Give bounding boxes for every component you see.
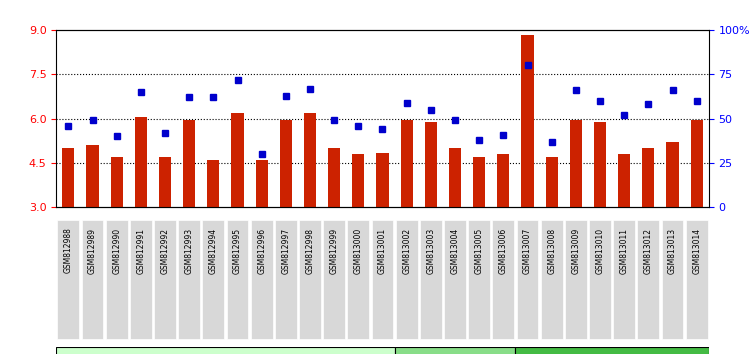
Bar <box>642 148 654 207</box>
Text: GSM812992: GSM812992 <box>160 228 170 274</box>
Text: GSM812996: GSM812996 <box>257 228 266 274</box>
Bar <box>207 160 219 207</box>
FancyBboxPatch shape <box>154 220 176 339</box>
Bar <box>545 157 558 207</box>
Bar <box>594 121 606 207</box>
Bar <box>521 34 533 207</box>
FancyBboxPatch shape <box>565 220 586 339</box>
Bar <box>376 153 388 207</box>
Bar <box>570 120 582 207</box>
FancyBboxPatch shape <box>323 220 345 339</box>
Text: GSM812995: GSM812995 <box>233 228 242 274</box>
Bar <box>135 117 147 207</box>
FancyBboxPatch shape <box>202 220 224 339</box>
Text: GSM813003: GSM813003 <box>426 228 435 274</box>
Text: GSM813006: GSM813006 <box>499 228 508 274</box>
FancyBboxPatch shape <box>56 347 394 354</box>
Bar <box>473 157 485 207</box>
FancyBboxPatch shape <box>662 220 683 339</box>
Text: GSM812988: GSM812988 <box>64 228 73 274</box>
Text: GSM813009: GSM813009 <box>572 228 580 274</box>
FancyBboxPatch shape <box>515 347 709 354</box>
FancyBboxPatch shape <box>82 220 104 339</box>
Text: GSM813005: GSM813005 <box>475 228 484 274</box>
Bar <box>62 148 74 207</box>
Bar <box>328 148 340 207</box>
Bar <box>111 157 123 207</box>
Text: GSM813008: GSM813008 <box>548 228 556 274</box>
FancyBboxPatch shape <box>541 220 562 339</box>
FancyBboxPatch shape <box>493 220 514 339</box>
FancyBboxPatch shape <box>58 220 80 339</box>
Text: GSM812997: GSM812997 <box>281 228 290 274</box>
Text: GSM813014: GSM813014 <box>692 228 701 274</box>
FancyBboxPatch shape <box>394 347 515 354</box>
Bar <box>86 145 98 207</box>
Text: GSM812990: GSM812990 <box>112 228 122 274</box>
FancyBboxPatch shape <box>638 220 659 339</box>
FancyBboxPatch shape <box>468 220 490 339</box>
FancyBboxPatch shape <box>299 220 321 339</box>
FancyBboxPatch shape <box>396 220 418 339</box>
FancyBboxPatch shape <box>178 220 200 339</box>
Text: GSM812994: GSM812994 <box>209 228 218 274</box>
FancyBboxPatch shape <box>614 220 635 339</box>
FancyBboxPatch shape <box>130 220 152 339</box>
Text: GSM812999: GSM812999 <box>330 228 339 274</box>
FancyBboxPatch shape <box>251 220 272 339</box>
Text: GSM812998: GSM812998 <box>305 228 314 274</box>
Text: GSM813001: GSM813001 <box>378 228 387 274</box>
Bar <box>449 148 461 207</box>
Text: GSM813010: GSM813010 <box>596 228 604 274</box>
Text: GSM813004: GSM813004 <box>451 228 460 274</box>
Text: GSM813002: GSM813002 <box>402 228 411 274</box>
Text: GSM813007: GSM813007 <box>523 228 532 274</box>
Bar <box>400 120 412 207</box>
Bar <box>183 120 195 207</box>
Bar <box>497 154 509 207</box>
Bar <box>667 142 679 207</box>
FancyBboxPatch shape <box>226 220 248 339</box>
Text: GSM813012: GSM813012 <box>644 228 652 274</box>
Bar <box>691 120 703 207</box>
Text: GSM813011: GSM813011 <box>620 228 628 274</box>
FancyBboxPatch shape <box>686 220 707 339</box>
Text: GSM812991: GSM812991 <box>136 228 146 274</box>
Text: GSM812989: GSM812989 <box>88 228 97 274</box>
Bar <box>304 113 316 207</box>
Bar <box>618 154 630 207</box>
Bar <box>232 113 244 207</box>
FancyBboxPatch shape <box>517 220 538 339</box>
FancyBboxPatch shape <box>420 220 442 339</box>
FancyBboxPatch shape <box>275 220 297 339</box>
Bar <box>424 121 436 207</box>
Bar <box>159 157 171 207</box>
Bar <box>280 120 292 207</box>
FancyBboxPatch shape <box>371 220 393 339</box>
FancyBboxPatch shape <box>444 220 466 339</box>
Bar <box>256 160 268 207</box>
FancyBboxPatch shape <box>347 220 369 339</box>
Text: GSM812993: GSM812993 <box>184 228 194 274</box>
Bar <box>352 154 364 207</box>
FancyBboxPatch shape <box>106 220 128 339</box>
FancyBboxPatch shape <box>590 220 610 339</box>
Text: GSM813000: GSM813000 <box>354 228 363 274</box>
Text: GSM813013: GSM813013 <box>668 228 677 274</box>
